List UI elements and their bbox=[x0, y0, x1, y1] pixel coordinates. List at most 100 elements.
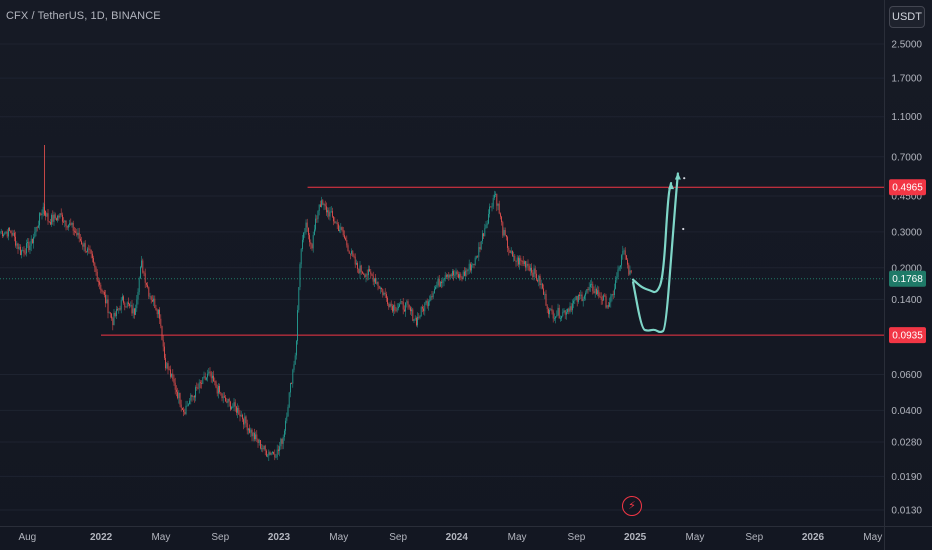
candle-body bbox=[369, 269, 370, 272]
x-tick-label: 2025 bbox=[624, 532, 647, 543]
drawing-dot bbox=[683, 177, 686, 180]
candle-body bbox=[75, 231, 76, 233]
candle-body bbox=[507, 237, 508, 248]
candle-body bbox=[118, 308, 120, 310]
candle-body bbox=[279, 446, 280, 451]
candle-body bbox=[132, 308, 134, 314]
lightning-bolt-icon[interactable]: ⚡ bbox=[622, 496, 642, 516]
candle-body bbox=[377, 282, 379, 287]
candle-body bbox=[384, 292, 386, 295]
candle-body bbox=[228, 399, 230, 402]
candle-body bbox=[354, 256, 356, 265]
candle-body bbox=[402, 302, 404, 310]
candle-body bbox=[404, 309, 405, 312]
candle-body bbox=[120, 299, 122, 310]
drawing-dot bbox=[682, 227, 685, 231]
candle-body bbox=[174, 382, 176, 390]
y-tick-label: 0.0600 bbox=[891, 370, 922, 381]
candle-body bbox=[46, 213, 48, 217]
candle-body bbox=[160, 318, 162, 326]
candle-body bbox=[350, 253, 351, 255]
candle-body bbox=[275, 456, 277, 458]
candle-body bbox=[95, 267, 97, 272]
candle-body bbox=[428, 301, 429, 307]
candle-body bbox=[436, 285, 438, 287]
candle-body bbox=[192, 396, 194, 397]
candle-body bbox=[84, 243, 86, 252]
candle-body bbox=[567, 308, 568, 313]
candle-body bbox=[399, 304, 400, 307]
candle-body bbox=[284, 430, 285, 437]
candle-body bbox=[335, 222, 337, 224]
currency-selector-button[interactable]: USDT bbox=[889, 6, 925, 28]
candle-body bbox=[237, 407, 238, 413]
price-tag bbox=[889, 327, 926, 344]
candle-body bbox=[492, 197, 494, 207]
candle-body bbox=[588, 287, 590, 291]
candle-body bbox=[530, 267, 531, 271]
candle-body bbox=[400, 301, 402, 305]
candle-body bbox=[200, 382, 201, 384]
candle-body bbox=[249, 428, 250, 433]
candle-body bbox=[201, 383, 202, 384]
candle-body bbox=[23, 250, 25, 253]
x-tick-label: 2024 bbox=[446, 532, 469, 543]
price-tag bbox=[889, 270, 926, 287]
candle-body bbox=[525, 261, 526, 268]
candle-body bbox=[434, 288, 435, 294]
candle-body bbox=[251, 429, 253, 437]
candle-body bbox=[14, 232, 15, 237]
candle-body bbox=[261, 448, 262, 450]
candle-body bbox=[162, 339, 164, 347]
candle-body bbox=[630, 270, 632, 273]
x-tick-label: 2026 bbox=[802, 532, 825, 543]
x-tick-label: May bbox=[863, 532, 882, 543]
candle-body bbox=[113, 312, 115, 326]
candle-body bbox=[370, 271, 372, 275]
candle-body bbox=[615, 280, 616, 289]
candle-body bbox=[81, 240, 82, 245]
candle-body bbox=[338, 224, 339, 231]
candle-body bbox=[594, 288, 596, 294]
candle-body bbox=[112, 318, 114, 326]
candle-body bbox=[520, 258, 522, 261]
candle-body bbox=[626, 255, 627, 260]
candle-body bbox=[128, 302, 129, 305]
projection-path bbox=[631, 172, 679, 334]
candle-body bbox=[326, 206, 327, 213]
candle-body bbox=[15, 236, 16, 246]
candle-body bbox=[408, 304, 410, 308]
candle-body bbox=[455, 271, 457, 275]
candle-body bbox=[41, 213, 43, 216]
candle-body bbox=[303, 232, 304, 240]
candle-body bbox=[2, 231, 3, 237]
candle-body bbox=[405, 302, 406, 312]
candle-body bbox=[467, 269, 469, 272]
candle-body bbox=[126, 302, 128, 307]
candle-body bbox=[366, 274, 368, 276]
y-tick-label: 0.0190 bbox=[891, 472, 922, 483]
candle-body bbox=[316, 218, 318, 220]
candle-body bbox=[305, 222, 307, 232]
candle-body bbox=[560, 318, 561, 320]
candle-body bbox=[620, 265, 621, 268]
candle-body bbox=[441, 281, 442, 284]
candle-body bbox=[411, 309, 412, 312]
candle-body bbox=[178, 392, 180, 399]
candle-body bbox=[544, 293, 546, 295]
y-tick-label: 0.1400 bbox=[891, 295, 922, 306]
candle-body bbox=[603, 295, 604, 301]
candle-body bbox=[21, 250, 22, 255]
candle-body bbox=[27, 241, 28, 244]
candle-body bbox=[346, 240, 348, 246]
candle-body bbox=[440, 281, 441, 287]
candle-body bbox=[86, 251, 87, 253]
candle-body bbox=[222, 396, 224, 399]
candle-body bbox=[424, 303, 426, 312]
candle-body bbox=[430, 296, 432, 301]
candle-body bbox=[317, 211, 319, 219]
candle-body bbox=[596, 288, 597, 295]
y-tick-label: 0.0130 bbox=[891, 506, 922, 517]
